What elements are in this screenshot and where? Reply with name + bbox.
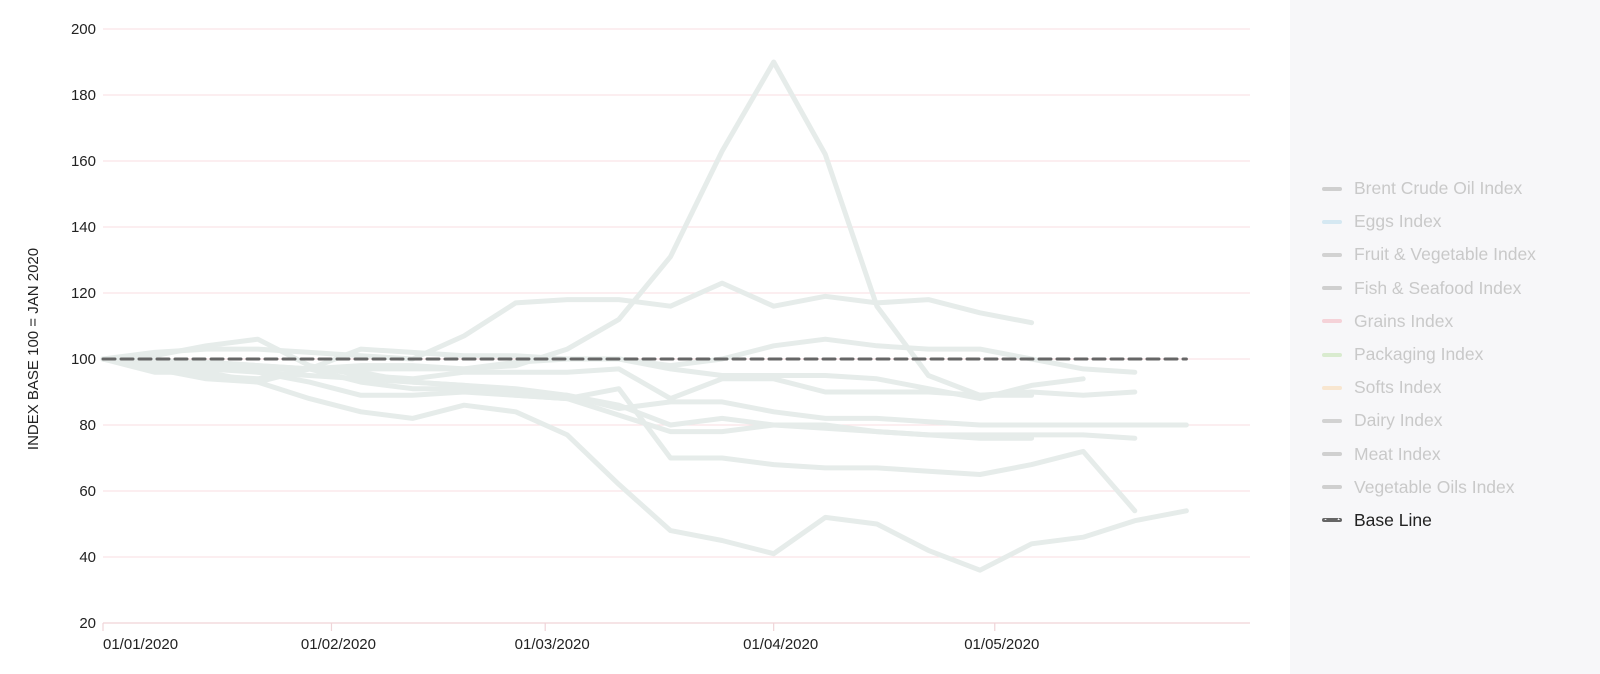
x-tick-label: 01/02/2020 (301, 636, 376, 653)
legend-item-grains-index[interactable]: Grains Index (1322, 305, 1536, 338)
legend-item-vegetable-oils-index[interactable]: Vegetable Oils Index (1322, 471, 1536, 504)
legend-swatch-icon (1322, 286, 1342, 291)
legend-item-packaging-index[interactable]: Packaging Index (1322, 338, 1536, 371)
legend-item-brent-crude-oil-index[interactable]: Brent Crude Oil Index (1322, 172, 1536, 205)
legend-label: Packaging Index (1354, 344, 1484, 365)
legend-swatch-icon (1322, 518, 1342, 523)
legend-swatch-icon (1322, 319, 1342, 324)
legend-label: Grains Index (1354, 310, 1454, 331)
legend: Brent Crude Oil Index Eggs Index Fruit & V… (1322, 172, 1536, 537)
legend-swatch-icon (1322, 418, 1342, 423)
x-tick-label: 01/03/2020 (515, 636, 590, 653)
legend-item-base-line[interactable]: Base Line (1322, 504, 1536, 537)
legend-item-fruit-vegetable-index[interactable]: Fruit & Vegetable Index (1322, 238, 1536, 271)
y-tick-label: 20 (79, 615, 96, 632)
y-tick-label: 80 (79, 417, 96, 434)
legend-label: Base Line (1354, 509, 1432, 530)
legend-label: Brent Crude Oil Index (1354, 178, 1523, 199)
x-tick-label: 01/01/2020 (103, 636, 178, 653)
legend-label: Dairy Index (1354, 410, 1443, 431)
legend-swatch-icon (1322, 452, 1342, 457)
x-tick-label: 01/05/2020 (964, 636, 1039, 653)
y-axis-title: INDEX BASE 100 = JAN 2020 (25, 248, 42, 450)
legend-label: Meat Index (1354, 443, 1441, 464)
legend-label: Eggs Index (1354, 211, 1442, 232)
legend-item-eggs-index[interactable]: Eggs Index (1322, 205, 1536, 238)
legend-swatch-icon (1322, 485, 1342, 490)
y-tick-label: 180 (71, 87, 96, 104)
y-tick-label: 120 (71, 285, 96, 302)
y-tick-label: 40 (79, 549, 96, 566)
legend-item-dairy-index[interactable]: Dairy Index (1322, 404, 1536, 437)
line-chart: 20 40 60 80 100 120 140 160 180 200 01/01/2020 01/0… (25, 21, 1250, 653)
legend-swatch-icon (1322, 385, 1342, 390)
y-tick-label: 160 (71, 153, 96, 170)
legend-label: Softs Index (1354, 377, 1442, 398)
legend-swatch-icon (1322, 219, 1342, 224)
x-tick-label: 01/04/2020 (743, 636, 818, 653)
y-tick-label: 100 (71, 351, 96, 368)
legend-swatch-icon (1322, 352, 1342, 357)
chart-area: 20 40 60 80 100 120 140 160 180 200 01/01/2020 01/0… (25, 21, 1250, 653)
y-tick-label: 200 (71, 21, 96, 38)
legend-item-softs-index[interactable]: Softs Index (1322, 371, 1536, 404)
y-tick-label: 60 (79, 483, 96, 500)
legend-swatch-icon (1322, 252, 1342, 257)
legend-swatch-icon (1322, 186, 1342, 191)
legend-label: Fish & Seafood Index (1354, 277, 1522, 298)
legend-panel: Brent Crude Oil Index Eggs Index Fruit & V… (1290, 0, 1600, 674)
series-line-vegetable-oils-index (100, 59, 1035, 398)
y-tick-label: 140 (71, 219, 96, 236)
legend-label: Vegetable Oils Index (1354, 476, 1515, 497)
legend-label: Fruit & Vegetable Index (1354, 244, 1536, 265)
series-line-softs-index (100, 356, 1189, 573)
legend-item-meat-index[interactable]: Meat Index (1322, 438, 1536, 471)
legend-item-fish-seafood-index[interactable]: Fish & Seafood Index (1322, 272, 1536, 305)
